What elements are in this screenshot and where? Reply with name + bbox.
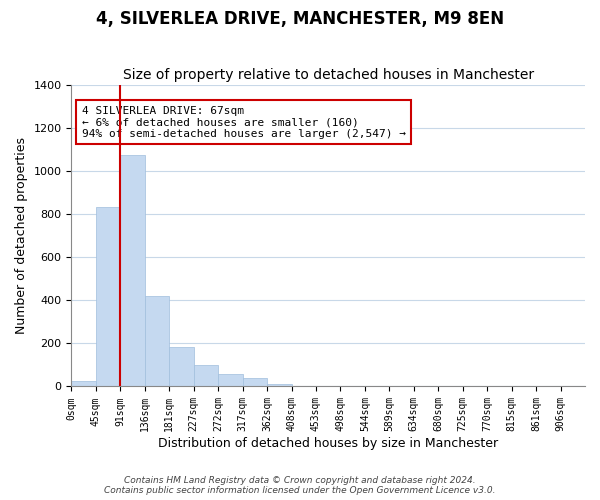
Text: 4 SILVERLEA DRIVE: 67sqm
← 6% of detached houses are smaller (160)
94% of semi-d: 4 SILVERLEA DRIVE: 67sqm ← 6% of detache… (82, 106, 406, 139)
Bar (121, 154, 145, 386)
Text: 4, SILVERLEA DRIVE, MANCHESTER, M9 8EN: 4, SILVERLEA DRIVE, MANCHESTER, M9 8EN (96, 10, 504, 28)
Bar (145, 296, 169, 386)
Bar (96, 208, 121, 386)
Bar (169, 347, 194, 387)
Text: Contains HM Land Registry data © Crown copyright and database right 2024.
Contai: Contains HM Land Registry data © Crown c… (104, 476, 496, 495)
Bar (242, 378, 267, 386)
Bar (218, 374, 242, 386)
Bar (267, 384, 292, 386)
Title: Size of property relative to detached houses in Manchester: Size of property relative to detached ho… (122, 68, 534, 82)
Bar (71, 381, 96, 386)
Bar (194, 365, 218, 386)
X-axis label: Distribution of detached houses by size in Manchester: Distribution of detached houses by size … (158, 437, 498, 450)
Y-axis label: Number of detached properties: Number of detached properties (15, 137, 28, 334)
